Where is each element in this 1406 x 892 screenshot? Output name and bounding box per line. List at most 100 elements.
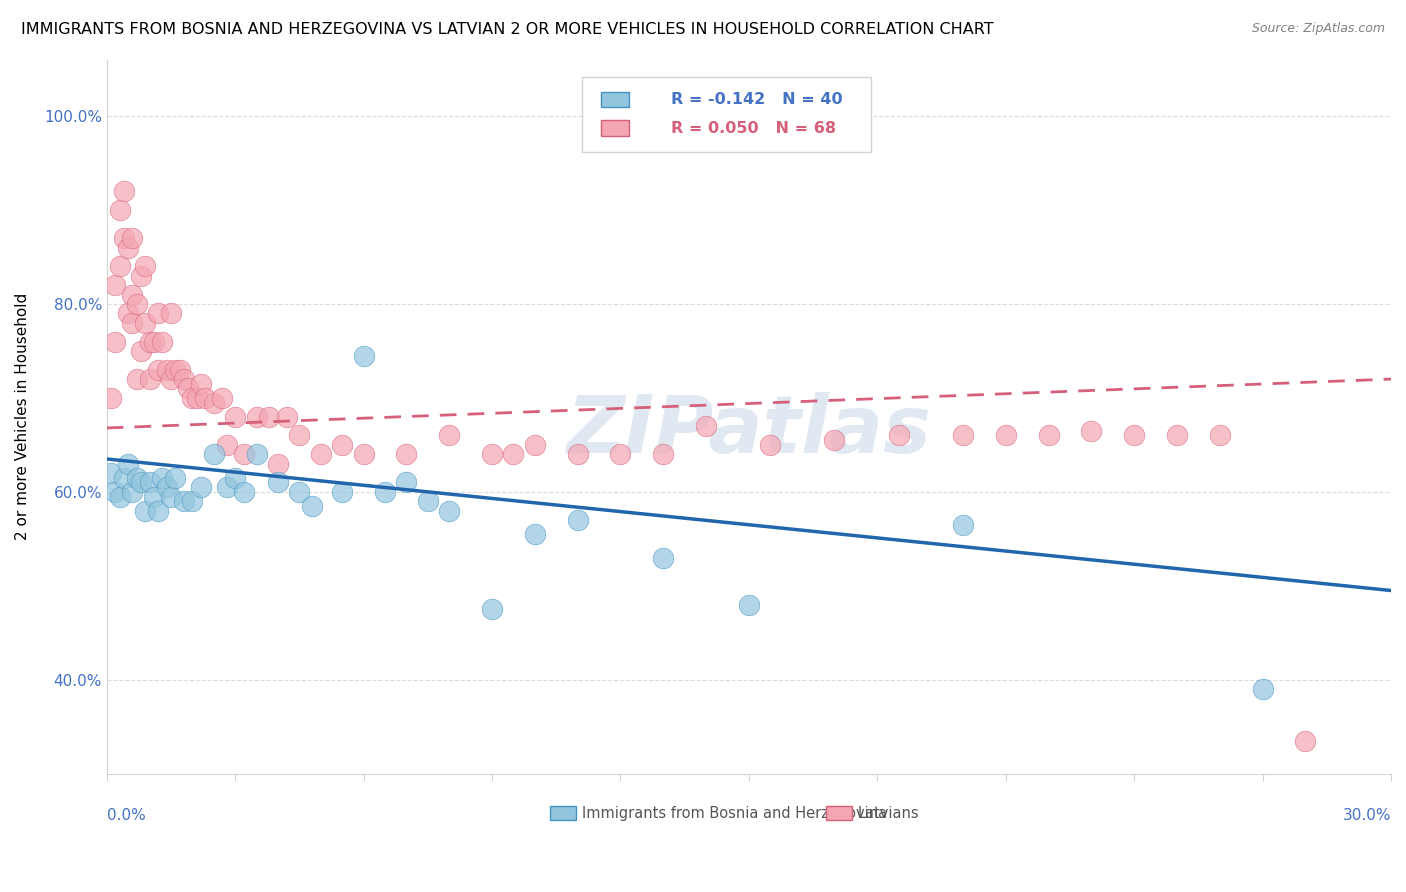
Point [1294, 734, 1316, 748]
Point [395, 475, 418, 490]
Point [245, 409, 267, 424]
Point [824, 433, 846, 447]
Text: 30.0%: 30.0% [1343, 808, 1391, 823]
Point [232, 447, 254, 461]
Point [129, 475, 152, 490]
Point [142, 334, 165, 349]
Point [125, 372, 148, 386]
Point [152, 334, 174, 349]
Point [112, 184, 135, 198]
Point [104, 484, 127, 499]
Point [267, 457, 290, 471]
Point [738, 598, 761, 612]
Point [125, 471, 148, 485]
Text: R = 0.050   N = 68: R = 0.050 N = 68 [671, 120, 835, 136]
Point [186, 391, 208, 405]
Point [481, 602, 503, 616]
Point [117, 241, 139, 255]
Point [245, 447, 267, 461]
Point [100, 466, 122, 480]
Point [146, 503, 169, 517]
Point [165, 471, 187, 485]
Point [177, 382, 200, 396]
Point [108, 202, 131, 217]
Point [353, 447, 375, 461]
Point [121, 484, 143, 499]
Point [173, 372, 195, 386]
Point [152, 471, 174, 485]
Point [309, 447, 332, 461]
Text: R = -0.142   N = 40: R = -0.142 N = 40 [671, 92, 842, 107]
Point [502, 447, 524, 461]
Point [994, 428, 1017, 442]
Point [202, 395, 225, 409]
Point [156, 480, 179, 494]
Point [1080, 424, 1102, 438]
Point [288, 484, 311, 499]
Point [652, 550, 675, 565]
Point [160, 372, 183, 386]
Point [1251, 682, 1274, 697]
Point [267, 475, 290, 490]
Point [695, 419, 717, 434]
Point [142, 490, 165, 504]
Point [330, 438, 353, 452]
FancyBboxPatch shape [582, 78, 870, 153]
Point [121, 316, 143, 330]
Point [1038, 428, 1060, 442]
Point [112, 231, 135, 245]
Point [160, 306, 183, 320]
Point [224, 471, 246, 485]
Bar [825, 805, 852, 820]
Point [117, 306, 139, 320]
Point [134, 503, 156, 517]
Point [952, 517, 974, 532]
Point [276, 409, 298, 424]
Point [202, 447, 225, 461]
Point [887, 428, 910, 442]
Point [301, 499, 323, 513]
Point [173, 494, 195, 508]
Point [146, 306, 169, 320]
Point [567, 513, 589, 527]
Point [232, 484, 254, 499]
Point [1166, 428, 1188, 442]
Point [330, 484, 353, 499]
Point [194, 391, 217, 405]
Point [288, 428, 311, 442]
Point [1209, 428, 1232, 442]
Point [437, 428, 460, 442]
Point [125, 297, 148, 311]
Bar [602, 92, 630, 107]
Point [138, 334, 160, 349]
Text: Source: ZipAtlas.com: Source: ZipAtlas.com [1251, 22, 1385, 36]
Point [215, 480, 238, 494]
Point [117, 457, 139, 471]
Point [374, 484, 396, 499]
Point [129, 343, 152, 358]
Point [100, 391, 122, 405]
Point [121, 231, 143, 245]
Y-axis label: 2 or more Vehicles in Household: 2 or more Vehicles in Household [15, 293, 30, 541]
Point [759, 438, 782, 452]
Point [112, 471, 135, 485]
Point [108, 260, 131, 274]
Point [523, 438, 546, 452]
Point [169, 362, 191, 376]
Point [190, 480, 212, 494]
Point [190, 376, 212, 391]
Point [259, 409, 281, 424]
Point [224, 409, 246, 424]
Point [121, 287, 143, 301]
Text: Latvians: Latvians [858, 805, 920, 821]
Bar [550, 805, 575, 820]
Point [215, 438, 238, 452]
Point [165, 362, 187, 376]
Point [353, 349, 375, 363]
Text: ZIPatlas: ZIPatlas [567, 392, 931, 470]
Point [181, 391, 204, 405]
Bar [602, 120, 630, 136]
Point [146, 362, 169, 376]
Point [181, 494, 204, 508]
Point [134, 316, 156, 330]
